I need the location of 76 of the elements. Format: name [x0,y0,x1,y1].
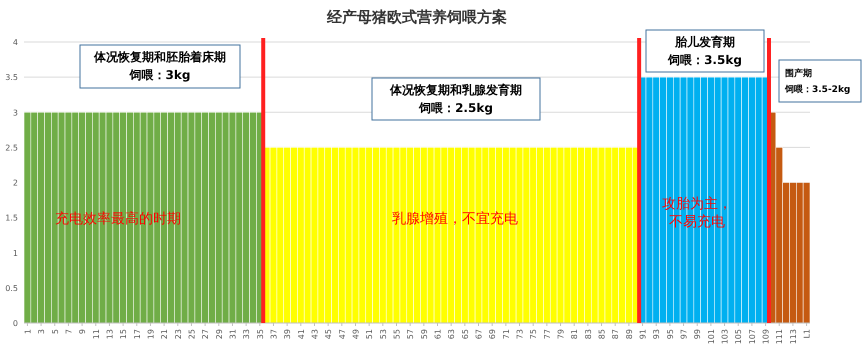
x-tick-label: 53 [378,329,388,340]
x-tick-label: 17 [132,329,142,340]
x-tick-label: 49 [351,329,360,340]
x-tick-label: 73 [516,329,525,340]
x-tick-label: 47 [338,329,347,340]
x-tick-label: 27 [201,329,210,340]
x-tick-label: 33 [242,329,252,340]
x-tick-label: 19 [146,329,156,340]
y-tick-label: 3.5 [5,73,18,82]
x-tick-label: 43 [310,329,320,340]
x-tick-label: 107 [748,329,757,344]
x-tick-label: 59 [420,329,429,340]
x-tick-label: 5 [50,329,60,334]
x-tick-label: 23 [174,329,183,340]
x-tick-label: 37 [269,329,278,340]
chart-title: 经产母猪欧式营养饲喂方案 [326,8,507,26]
x-tick-label: 45 [324,329,334,340]
annotation: 体况恢复期和乳腺发育期 [389,83,522,98]
x-tick-label: 15 [119,329,128,340]
y-tick-label: 0 [12,319,18,328]
annotation: 饲喂：3.5kg [668,53,742,68]
x-tick-label: 113 [788,329,798,344]
x-tick-label: 97 [680,329,689,340]
annotation: 饲喂：3.5-2kg [785,85,850,96]
x-tick-label: 93 [652,329,662,340]
x-tick-label: 41 [296,329,306,340]
x-tick-label: 81 [570,329,580,340]
x-tick-label: 85 [598,329,607,340]
y-tick-label: 2.5 [5,143,18,152]
x-tick-label: 69 [488,329,498,340]
x-tick-label: 79 [556,329,566,340]
x-tick-label: 13 [105,329,114,340]
x-tick-label: 39 [283,329,292,340]
x-tick-label: 9 [78,329,88,334]
x-tick-label: 31 [228,329,238,340]
y-tick-label: 1 [12,248,18,258]
x-tick-label: 95 [666,329,675,340]
x-tick-label: 111 [775,329,784,344]
x-tick-label: 63 [447,329,456,340]
x-tick-label: 11 [92,329,101,340]
x-tick-label: 71 [502,329,511,340]
y-tick-label: 4 [12,38,18,47]
x-tick-label: 109 [762,329,771,344]
x-tick-label: 99 [693,329,702,340]
x-tick-label: 61 [434,329,443,340]
x-tick-label: 1 [23,329,32,334]
x-tick-label: 67 [474,329,484,340]
x-tick-label: 103 [720,329,730,344]
annotation: 饲喂：2.5kg [419,101,493,116]
x-tick-label: 55 [392,329,402,340]
annotation: 体况恢复期和胚胎着床期 [93,50,226,64]
annotation: 胎儿发育期 [674,35,735,50]
x-tick-label: 77 [542,329,552,340]
x-tick-label: 75 [529,329,538,340]
x-tick-label: 65 [460,329,470,340]
annotation: 饲喂：3kg [130,68,190,82]
x-tick-label: L1 [802,329,812,339]
annotation: 围产期 [785,68,812,80]
y-tick-label: 1.5 [5,214,18,223]
x-tick-label: 105 [734,329,744,344]
x-tick-label: 35 [256,329,265,340]
x-tick-label: 87 [611,329,620,340]
x-tick-label: 91 [638,329,648,340]
x-tick-label: 101 [706,329,716,344]
x-tick-label: 7 [64,329,74,334]
x-tick-label: 25 [187,329,196,340]
x-tick-label: 29 [214,329,224,340]
x-tick-label: 21 [160,329,170,340]
y-tick-label: 2 [12,178,18,188]
y-tick-label: 0.5 [5,284,18,293]
x-tick-label: 57 [406,329,416,340]
x-tick-label: 89 [624,329,634,340]
x-tick-label: 3 [37,329,46,334]
x-tick-label: 83 [584,329,593,340]
x-tick-label: 51 [365,329,374,340]
y-tick-label: 3 [12,108,18,118]
